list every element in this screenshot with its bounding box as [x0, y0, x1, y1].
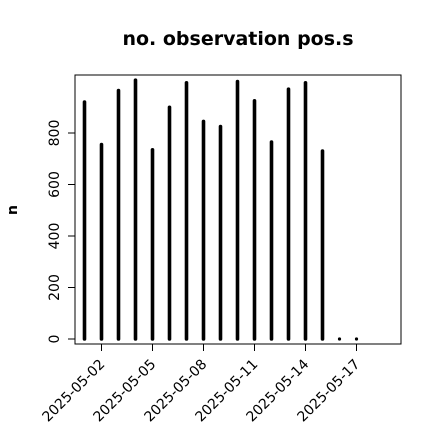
y-tick-label-600: 600: [47, 171, 63, 198]
y-axis-label: n: [5, 205, 21, 215]
y-tick-label-400: 400: [47, 223, 63, 250]
bar-2025-05-17: [354, 337, 359, 341]
bar-2025-05-16: [337, 337, 342, 341]
y-tick-label-200: 200: [47, 274, 63, 301]
y-tick-label-800: 800: [47, 120, 63, 147]
plot-frame: [74, 74, 402, 345]
chart-title: no. observation pos.s: [122, 28, 353, 50]
y-tick-label-0: 0: [47, 335, 63, 344]
